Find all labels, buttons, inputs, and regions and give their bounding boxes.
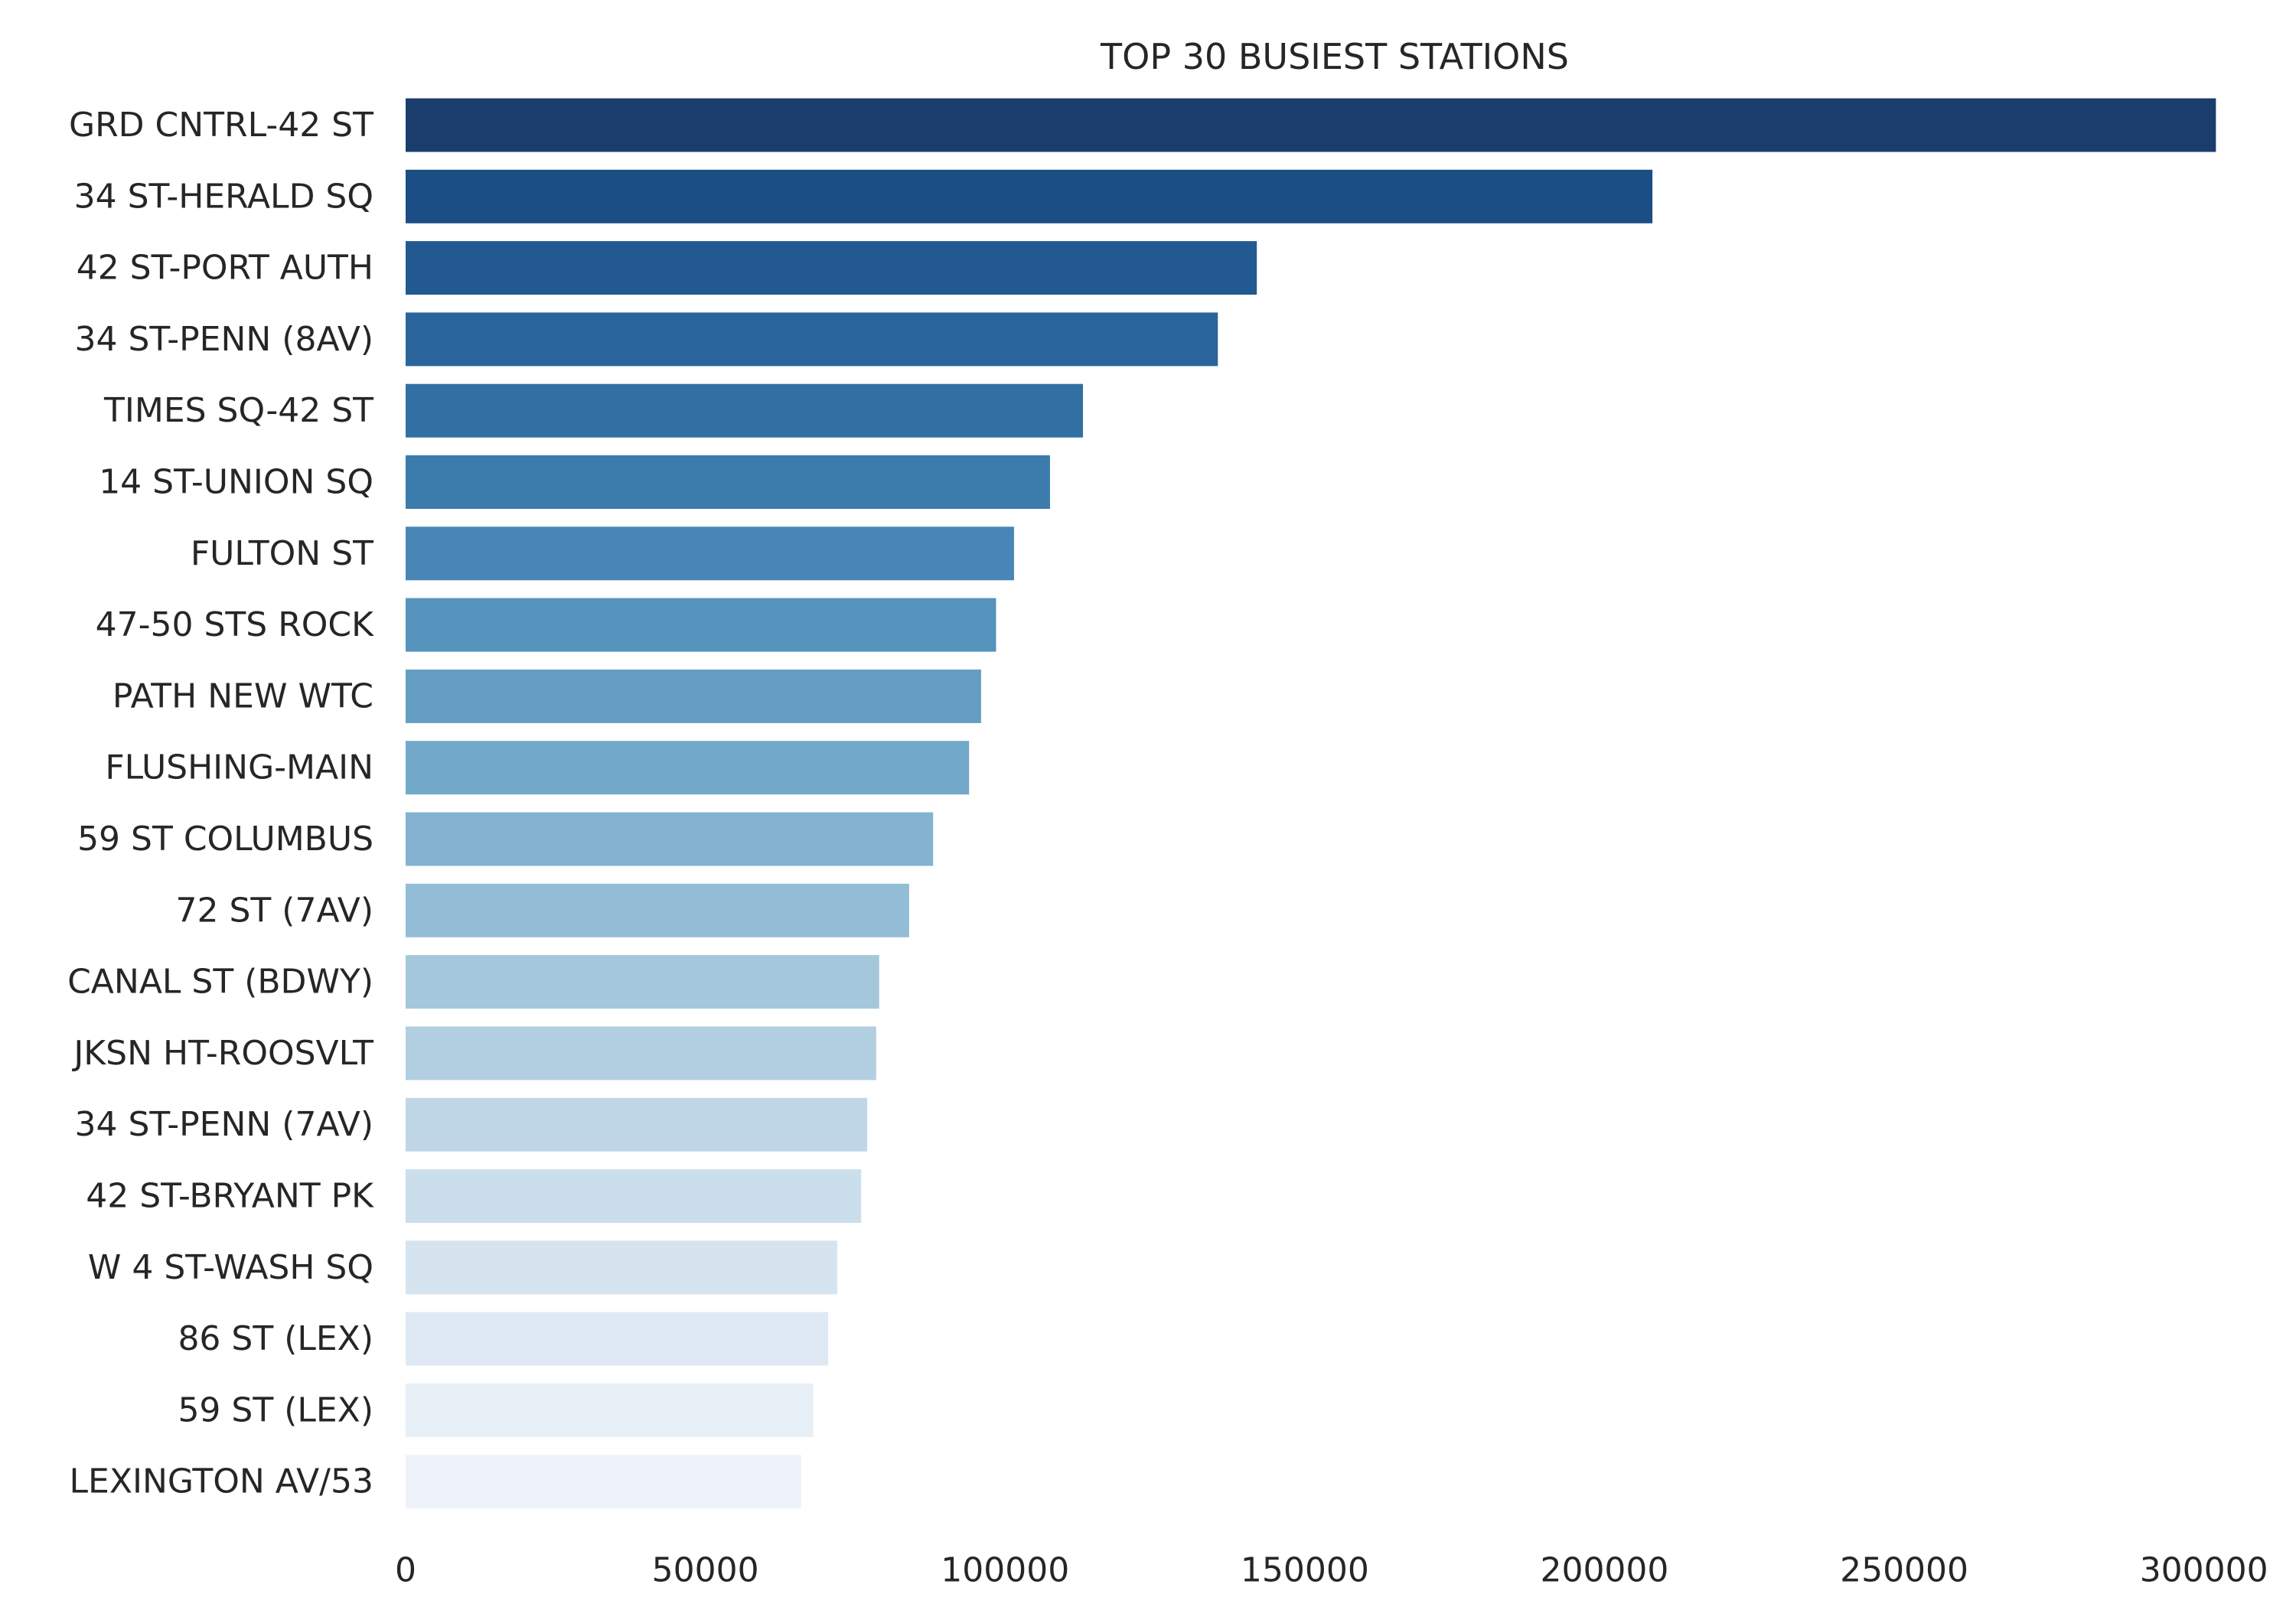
- bar: [406, 812, 934, 866]
- bar: [406, 312, 1218, 367]
- bar: [406, 883, 909, 937]
- bar: [406, 598, 996, 652]
- x-tick-label: 300000: [2140, 1551, 2268, 1590]
- bar: [406, 383, 1084, 438]
- x-axis-tick-labels: 0 50000 100000 150000 200000 250000 300000: [395, 1551, 2268, 1590]
- category-label: 34 ST-PENN (7AV): [75, 1105, 373, 1144]
- category-label: 14 ST-UNION SQ: [99, 463, 373, 502]
- category-label: 34 ST-HERALD SQ: [74, 177, 373, 216]
- x-tick-label: 150000: [1241, 1551, 1369, 1590]
- category-label: 59 ST COLUMBUS: [77, 820, 373, 859]
- category-label: GRD CNTRL-42 ST: [69, 106, 373, 145]
- bar: [406, 526, 1014, 581]
- category-label: 72 ST (7AV): [176, 891, 373, 930]
- bar: [406, 1312, 829, 1366]
- category-label: TIMES SQ-42 ST: [103, 391, 373, 430]
- category-label: LEXINGTON AV/53: [70, 1462, 373, 1501]
- bar: [406, 98, 2216, 152]
- bar: [406, 169, 1653, 223]
- chart-title: TOP 30 BUSIEST STATIONS: [1100, 36, 1569, 77]
- category-label: W 4 ST-WASH SQ: [88, 1248, 373, 1287]
- category-label: 59 ST (LEX): [178, 1390, 373, 1429]
- bar: [406, 741, 970, 795]
- bar: [406, 455, 1050, 509]
- category-label: 34 ST-PENN (8AV): [75, 320, 373, 359]
- bar: [406, 955, 879, 1009]
- category-label: 47-50 STS ROCK: [96, 605, 374, 644]
- bar: [406, 1240, 837, 1295]
- category-label: FLUSHING-MAIN: [105, 748, 373, 787]
- category-label: FULTON ST: [191, 534, 373, 573]
- bar: [406, 241, 1257, 295]
- bar: [406, 1026, 876, 1081]
- bar: [406, 1383, 814, 1437]
- x-tick-label: 50000: [652, 1551, 759, 1590]
- bar: [406, 1455, 801, 1509]
- bar: [406, 1169, 862, 1223]
- category-label: PATH NEW WTC: [113, 676, 373, 715]
- x-tick-label: 250000: [1840, 1551, 1968, 1590]
- bar: [406, 1097, 868, 1152]
- category-label: JKSN HT-ROOSVLT: [71, 1034, 373, 1073]
- x-tick-label: 0: [395, 1551, 416, 1590]
- category-labels: GRD CNTRL-42 ST 34 ST-HERALD SQ 42 ST-PORT…: [67, 106, 374, 1501]
- x-tick-label: 200000: [1540, 1551, 1668, 1590]
- category-label: 86 ST (LEX): [178, 1319, 373, 1358]
- category-label: 42 ST-BRYANT PK: [86, 1177, 374, 1216]
- bar: [406, 669, 981, 723]
- x-tick-label: 100000: [941, 1551, 1069, 1590]
- category-label: 42 ST-PORT AUTH: [77, 249, 373, 288]
- category-label: CANAL ST (BDWY): [67, 963, 373, 1002]
- bars-layer: [406, 98, 2216, 1509]
